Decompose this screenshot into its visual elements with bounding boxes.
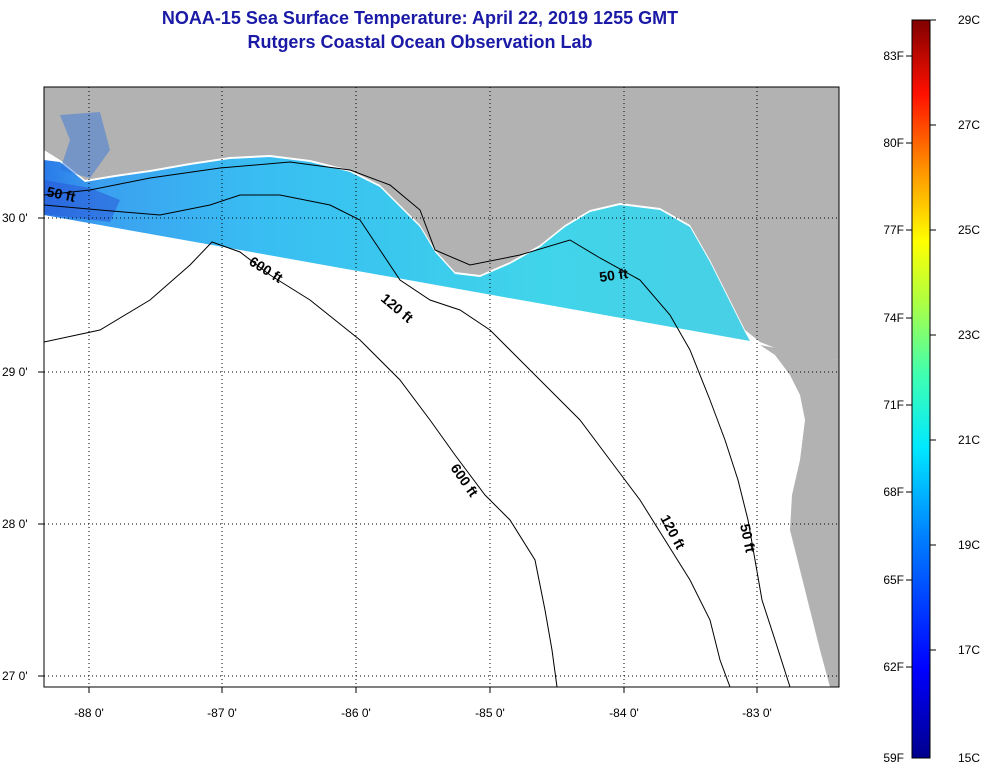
cb-f-label-68: 68F: [883, 485, 904, 499]
cb-f-label-71: 71F: [883, 398, 904, 412]
cb-c-label-19: 19C: [958, 538, 980, 552]
map-frame: [43, 86, 840, 688]
lon-label-84: -84 0': [609, 706, 639, 720]
cb-c-label-15: 15C: [958, 751, 980, 765]
sst-cool-coastal: [44, 180, 120, 222]
land-north: [44, 87, 839, 360]
graticule: [44, 87, 839, 687]
lat-label-29: 29 0': [2, 365, 28, 379]
cb-f-label-65: 65F: [883, 573, 904, 587]
contour-label-50ft-south: 50 ft: [737, 522, 759, 554]
cb-c-label-25: 25C: [958, 223, 980, 237]
cb-f-label-59: 59F: [883, 751, 904, 765]
lon-label-86: -86 0': [341, 706, 371, 720]
sst-cool-north: [60, 112, 110, 178]
lon-label-83: -83 0': [742, 706, 772, 720]
lon-label-88: -88 0': [74, 706, 104, 720]
cb-c-label-21: 21C: [958, 433, 980, 447]
contour-50ft: [44, 161, 791, 687]
cb-f-label-77: 77F: [883, 223, 904, 237]
lat-label-28: 28 0': [2, 517, 28, 531]
cb-c-label-27: 27C: [958, 118, 980, 132]
cb-f-label-74: 74F: [883, 311, 904, 325]
lat-label-30: 30 0': [2, 211, 28, 225]
lat-label-27: 27 0': [2, 669, 28, 683]
cb-f-label-62: 62F: [883, 660, 904, 674]
colorbar: [911, 19, 931, 759]
land-florida: [760, 345, 839, 687]
lon-label-87: -87 0': [207, 706, 237, 720]
cb-c-label-17: 17C: [958, 643, 980, 657]
cb-c-label-29: 29C: [958, 13, 980, 27]
axis-ticks: [38, 217, 758, 693]
map-title: NOAA-15 Sea Surface Temperature: April 2…: [161, 8, 679, 28]
cb-c-label-23: 23C: [958, 328, 980, 342]
contour-label-50ft-mid: 50 ft: [598, 265, 629, 285]
cb-f-label-80: 80F: [883, 136, 904, 150]
contour-label-50ft-west: 50 ft: [45, 183, 77, 205]
contour-120ft: [44, 194, 731, 687]
contour-600ft: [44, 241, 558, 687]
lon-label-85: -85 0': [475, 706, 505, 720]
colorbar-ticks: [906, 19, 936, 668]
map-subtitle: Rutgers Coastal Ocean Observation Lab: [247, 32, 593, 52]
sst-swath: [44, 157, 750, 341]
cb-f-label-83: 83F: [883, 49, 904, 63]
